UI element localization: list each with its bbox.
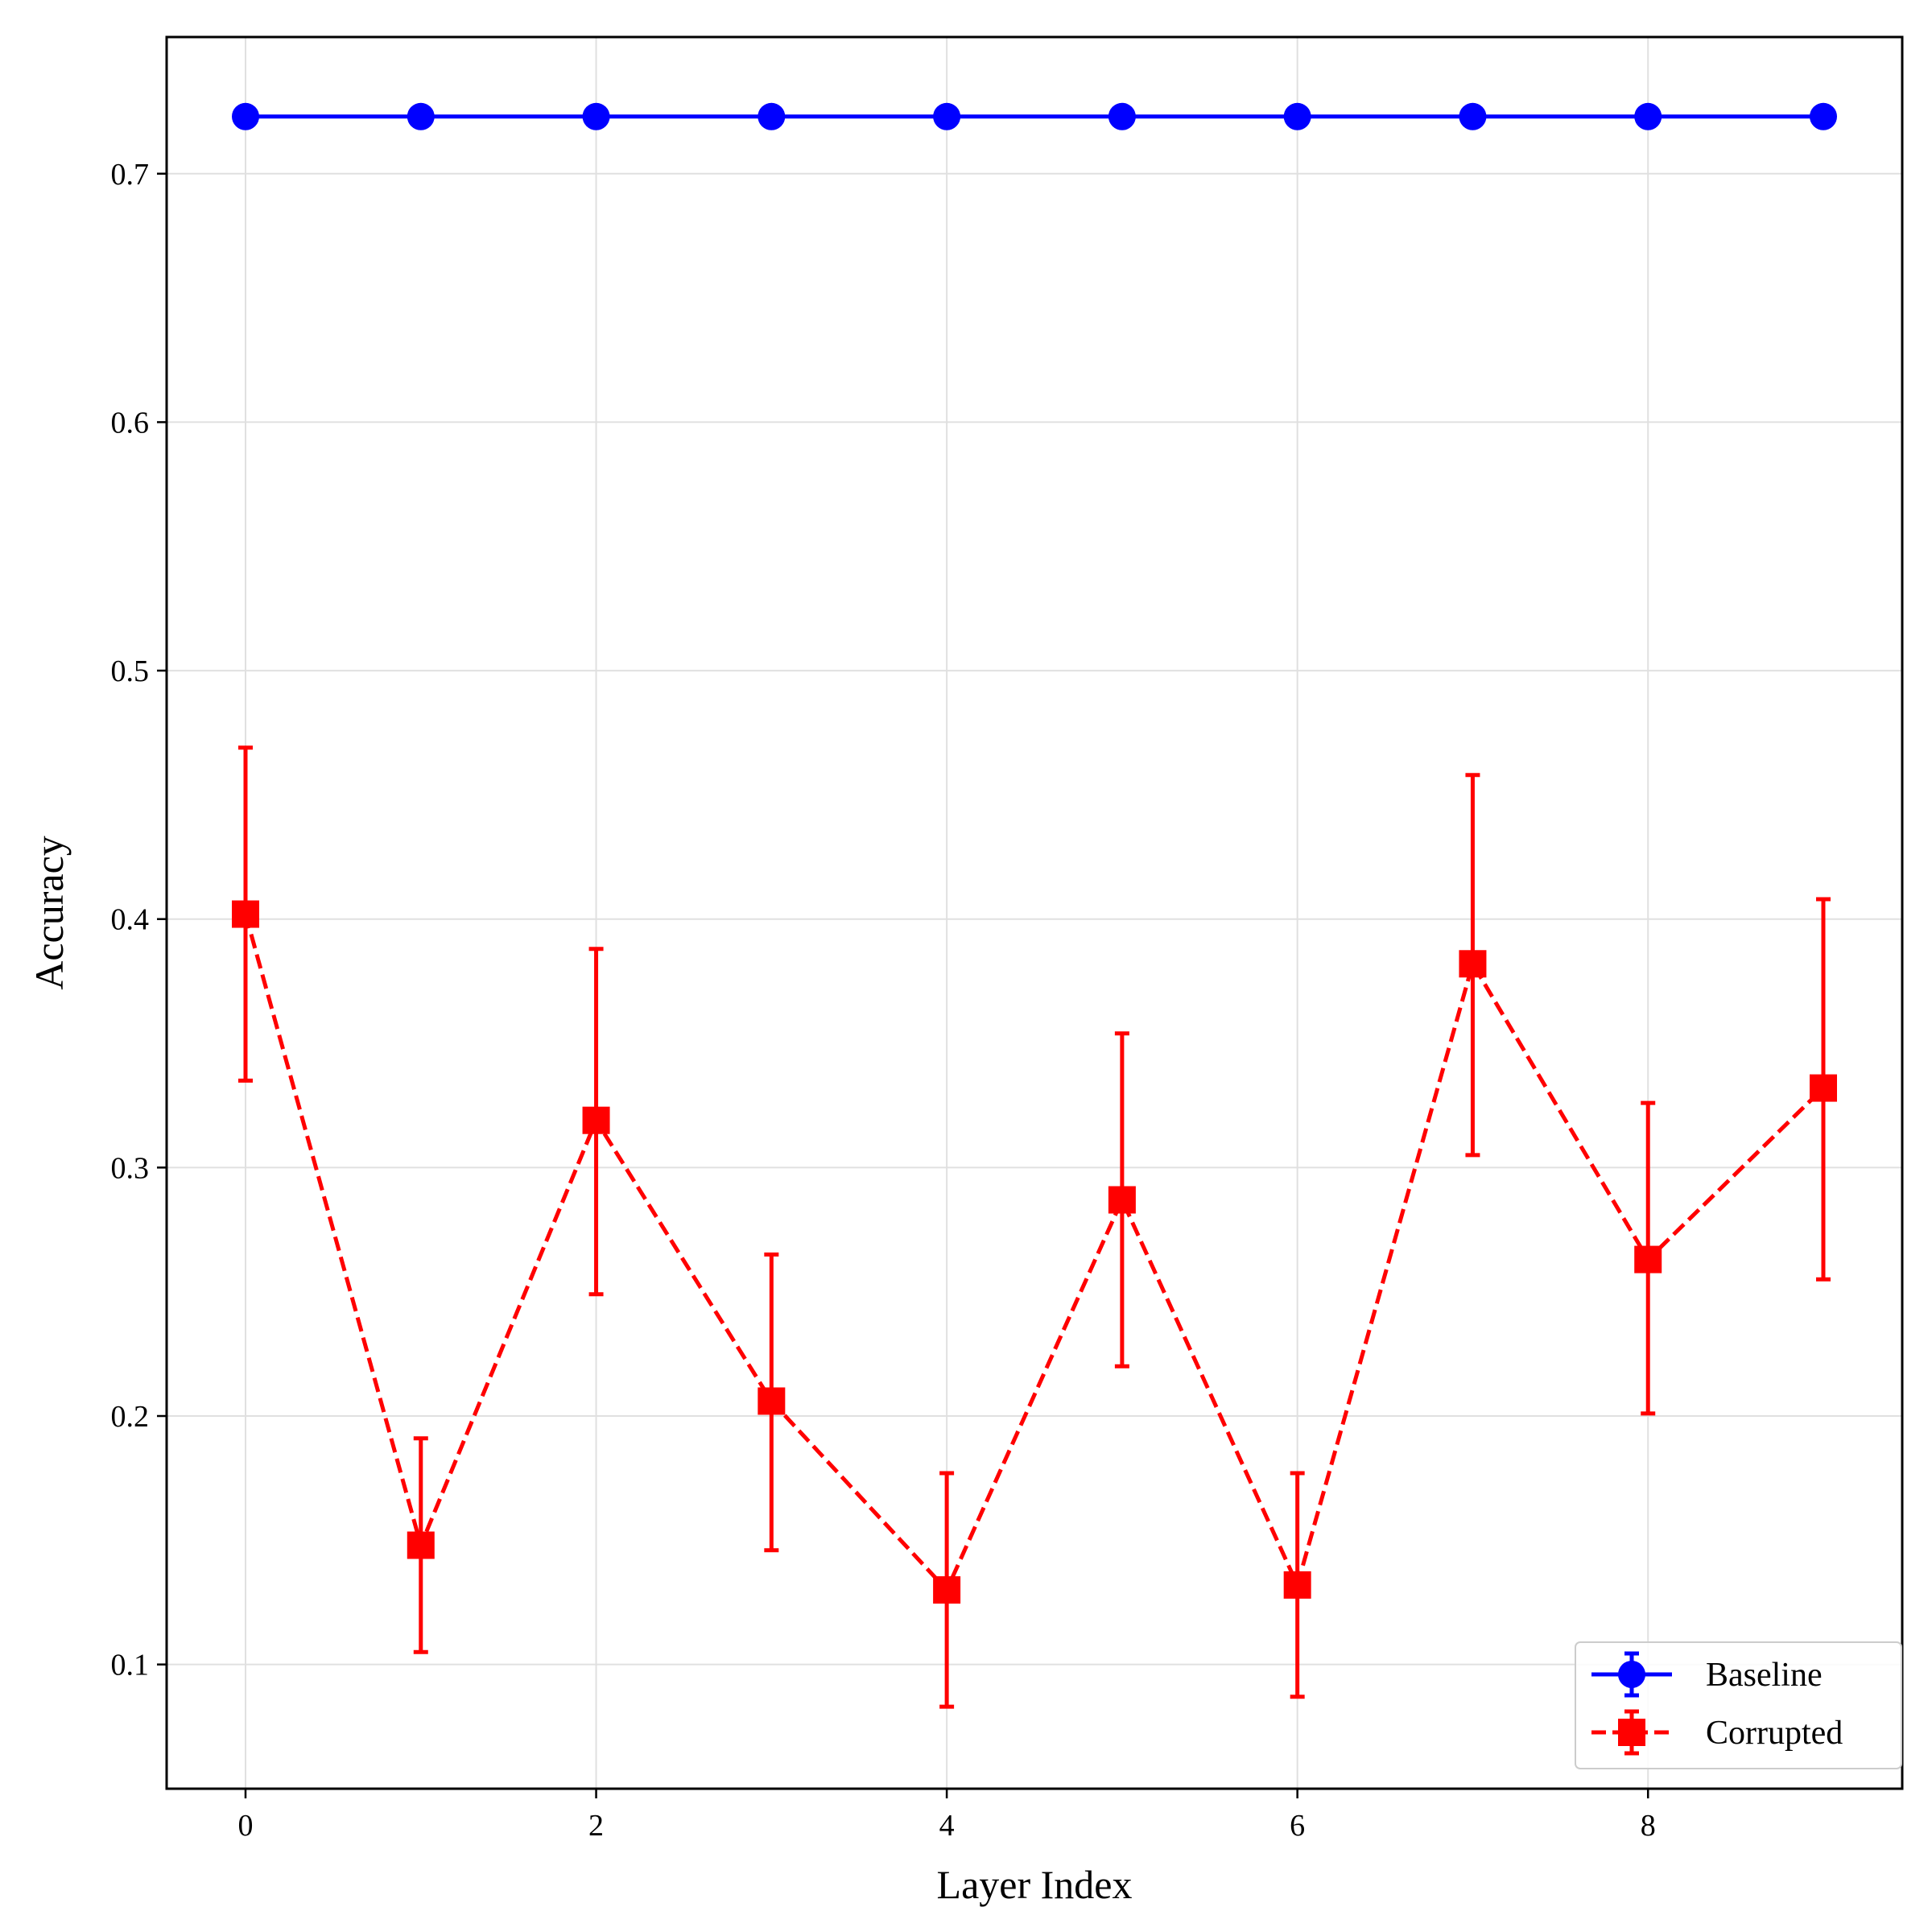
data-point (407, 1531, 435, 1559)
x-axis-label: Layer Index (937, 1862, 1133, 1907)
series-layer (232, 102, 1837, 1709)
legend-marker (1618, 1719, 1645, 1746)
y-tick-label: 0.5 (111, 654, 150, 688)
series-line (243, 913, 1825, 1592)
data-point (1108, 1186, 1136, 1214)
legend: Baseline Corrupted (1575, 1641, 1902, 1769)
y-tick-label: 0.6 (111, 406, 150, 440)
x-tick-label: 8 (1641, 1809, 1656, 1843)
data-point (407, 102, 435, 130)
y-tick-label: 0.3 (111, 1151, 150, 1185)
data-point (1283, 102, 1311, 130)
data-point (1634, 102, 1662, 130)
data-point (1459, 950, 1487, 978)
legend-item-baseline: Baseline (1591, 1651, 1823, 1698)
legend-label: Corrupted (1706, 1715, 1843, 1752)
data-point (232, 900, 259, 928)
ticks: 0 2 4 6 8 0.1 0.2 0.3 0.4 0.5 0.6 0.7 (111, 158, 1656, 1843)
x-tick-label: 0 (238, 1809, 254, 1843)
series-baseline (232, 102, 1837, 130)
data-point (232, 102, 259, 130)
data-point (758, 102, 786, 130)
y-tick-label: 0.4 (111, 903, 150, 937)
data-point (582, 1106, 610, 1134)
legend-item-corrupted: Corrupted (1591, 1709, 1843, 1756)
data-point (1810, 102, 1837, 130)
y-tick-label: 0.7 (111, 158, 150, 192)
data-point (1108, 102, 1136, 130)
y-tick-label: 0.1 (111, 1649, 150, 1682)
data-point (1810, 1074, 1837, 1102)
data-point (1634, 1245, 1662, 1274)
series-corrupted (232, 745, 1837, 1709)
x-tick-label: 6 (1290, 1809, 1305, 1843)
data-point (758, 1387, 786, 1415)
x-tick-label: 2 (588, 1809, 604, 1843)
x-tick-label: 4 (939, 1809, 955, 1843)
y-tick-label: 0.2 (111, 1400, 150, 1434)
plot-frame (165, 35, 1904, 1790)
y-axis-label: Accuracy (27, 836, 72, 990)
data-point (582, 102, 610, 130)
data-point (933, 102, 961, 130)
grid (167, 37, 1902, 1789)
data-point (1283, 1571, 1311, 1599)
data-point (933, 1576, 961, 1604)
legend-marker (1618, 1661, 1645, 1688)
data-point (1459, 102, 1487, 130)
legend-label: Baseline (1706, 1657, 1823, 1694)
